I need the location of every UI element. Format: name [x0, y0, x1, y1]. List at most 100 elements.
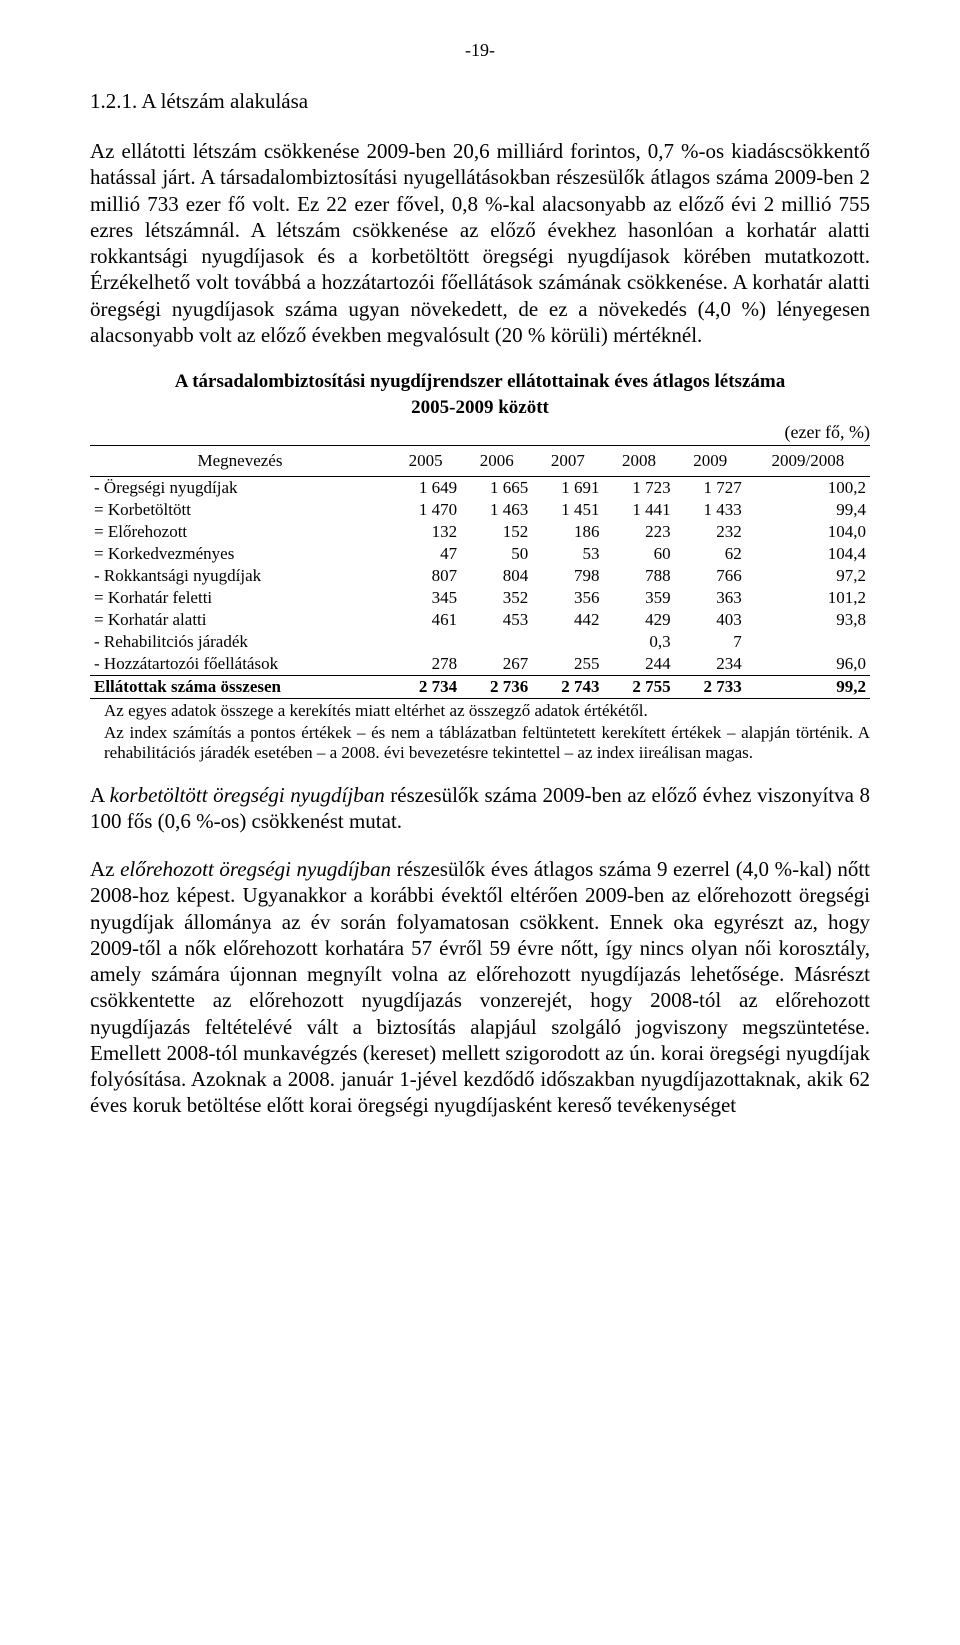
- cell-value: 1 665: [461, 476, 532, 499]
- row-label: - Hozzátartozói főellátások: [90, 653, 390, 676]
- cell-value: 1 723: [603, 476, 674, 499]
- italic-term: korbetöltött öregségi nyugdíjban: [110, 783, 385, 807]
- cell-value: 807: [390, 565, 461, 587]
- table-row: = Előrehozott132152186223232104,0: [90, 521, 870, 543]
- cell-value: 1 727: [675, 476, 746, 499]
- table-total-row: Ellátottak száma összesen2 7342 7362 743…: [90, 675, 870, 698]
- cell-value: 0,3: [603, 631, 674, 653]
- row-label: - Rokkantsági nyugdíjak: [90, 565, 390, 587]
- page-number: -19-: [90, 40, 870, 61]
- col-header: 2008: [603, 445, 674, 476]
- paragraph-1: Az ellátotti létszám csökkenése 2009-ben…: [90, 138, 870, 348]
- cell-value: 104,0: [746, 521, 870, 543]
- cell-value: 356: [532, 587, 603, 609]
- table-note: Az index számítás a pontos értékek – és …: [90, 723, 870, 764]
- cell-value: 97,2: [746, 565, 870, 587]
- table-header-row: Megnevezés 2005 2006 2007 2008 2009 2009…: [90, 445, 870, 476]
- cell-value: [390, 631, 461, 653]
- col-header: 2009/2008: [746, 445, 870, 476]
- cell-value: 798: [532, 565, 603, 587]
- cell-value: 2 743: [532, 675, 603, 698]
- cell-value: [461, 631, 532, 653]
- col-header: Megnevezés: [90, 445, 390, 476]
- cell-value: 53: [532, 543, 603, 565]
- cell-value: 345: [390, 587, 461, 609]
- cell-value: [532, 631, 603, 653]
- table-unit: (ezer fő, %): [90, 422, 870, 443]
- cell-value: 50: [461, 543, 532, 565]
- italic-term: előrehozott öregségi nyugdíjban: [120, 857, 391, 881]
- table-row: - Rehabilitciós járadék 0,37: [90, 631, 870, 653]
- table-title-line2: 2005-2009 között: [90, 396, 870, 420]
- cell-value: 363: [675, 587, 746, 609]
- cell-value: [746, 631, 870, 653]
- cell-value: 442: [532, 609, 603, 631]
- col-header: 2009: [675, 445, 746, 476]
- cell-value: 461: [390, 609, 461, 631]
- cell-value: 104,4: [746, 543, 870, 565]
- cell-value: 7: [675, 631, 746, 653]
- document-page: -19- 1.2.1. A létszám alakulása Az ellát…: [0, 0, 960, 1201]
- cell-value: 1 451: [532, 499, 603, 521]
- col-header: 2006: [461, 445, 532, 476]
- cell-value: 255: [532, 653, 603, 676]
- cell-value: 2 736: [461, 675, 532, 698]
- paragraph-3: Az előrehozott öregségi nyugdíjban része…: [90, 856, 870, 1119]
- cell-value: 352: [461, 587, 532, 609]
- text-run: Az: [90, 857, 120, 881]
- cell-value: 2 734: [390, 675, 461, 698]
- table-row: = Korhatár feletti345352356359363101,2: [90, 587, 870, 609]
- cell-value: 1 649: [390, 476, 461, 499]
- cell-value: 152: [461, 521, 532, 543]
- cell-value: 232: [675, 521, 746, 543]
- text-run: részesülők éves átlagos száma 9 ezerrel …: [90, 857, 870, 1117]
- cell-value: 99,2: [746, 675, 870, 698]
- table-row: = Korhatár alatti46145344242940393,8: [90, 609, 870, 631]
- table-row: = Korbetöltött1 4701 4631 4511 4411 4339…: [90, 499, 870, 521]
- cell-value: 766: [675, 565, 746, 587]
- table-row: - Öregségi nyugdíjak1 6491 6651 6911 723…: [90, 476, 870, 499]
- cell-value: 359: [603, 587, 674, 609]
- cell-value: 47: [390, 543, 461, 565]
- cell-value: 1 441: [603, 499, 674, 521]
- total-label: Ellátottak száma összesen: [90, 675, 390, 698]
- col-header: 2007: [532, 445, 603, 476]
- table-row: - Rokkantsági nyugdíjak80780479878876697…: [90, 565, 870, 587]
- cell-value: 403: [675, 609, 746, 631]
- cell-value: 1 691: [532, 476, 603, 499]
- cell-value: 223: [603, 521, 674, 543]
- cell-value: 186: [532, 521, 603, 543]
- col-header: 2005: [390, 445, 461, 476]
- cell-value: 453: [461, 609, 532, 631]
- section-heading: 1.2.1. A létszám alakulása: [90, 89, 870, 114]
- cell-value: 99,4: [746, 499, 870, 521]
- cell-value: 1 463: [461, 499, 532, 521]
- cell-value: 788: [603, 565, 674, 587]
- cell-value: 2 733: [675, 675, 746, 698]
- cell-value: 429: [603, 609, 674, 631]
- row-label: = Korkedvezményes: [90, 543, 390, 565]
- cell-value: 244: [603, 653, 674, 676]
- cell-value: 132: [390, 521, 461, 543]
- cell-value: 60: [603, 543, 674, 565]
- row-label: = Előrehozott: [90, 521, 390, 543]
- table-note: Az egyes adatok összege a kerekítés miat…: [90, 701, 870, 721]
- cell-value: 93,8: [746, 609, 870, 631]
- row-label: = Korhatár feletti: [90, 587, 390, 609]
- cell-value: 278: [390, 653, 461, 676]
- row-label: - Öregségi nyugdíjak: [90, 476, 390, 499]
- cell-value: 62: [675, 543, 746, 565]
- row-label: = Korbetöltött: [90, 499, 390, 521]
- cell-value: 234: [675, 653, 746, 676]
- cell-value: 100,2: [746, 476, 870, 499]
- row-label: - Rehabilitciós járadék: [90, 631, 390, 653]
- cell-value: 96,0: [746, 653, 870, 676]
- table-row: = Korkedvezményes4750536062104,4: [90, 543, 870, 565]
- cell-value: 1 433: [675, 499, 746, 521]
- paragraph-2: A korbetöltött öregségi nyugdíjban része…: [90, 782, 870, 835]
- data-table: Megnevezés 2005 2006 2007 2008 2009 2009…: [90, 445, 870, 699]
- cell-value: 101,2: [746, 587, 870, 609]
- cell-value: 2 755: [603, 675, 674, 698]
- table-title-line1: A társadalombiztosítási nyugdíjrendszer …: [90, 370, 870, 394]
- cell-value: 1 470: [390, 499, 461, 521]
